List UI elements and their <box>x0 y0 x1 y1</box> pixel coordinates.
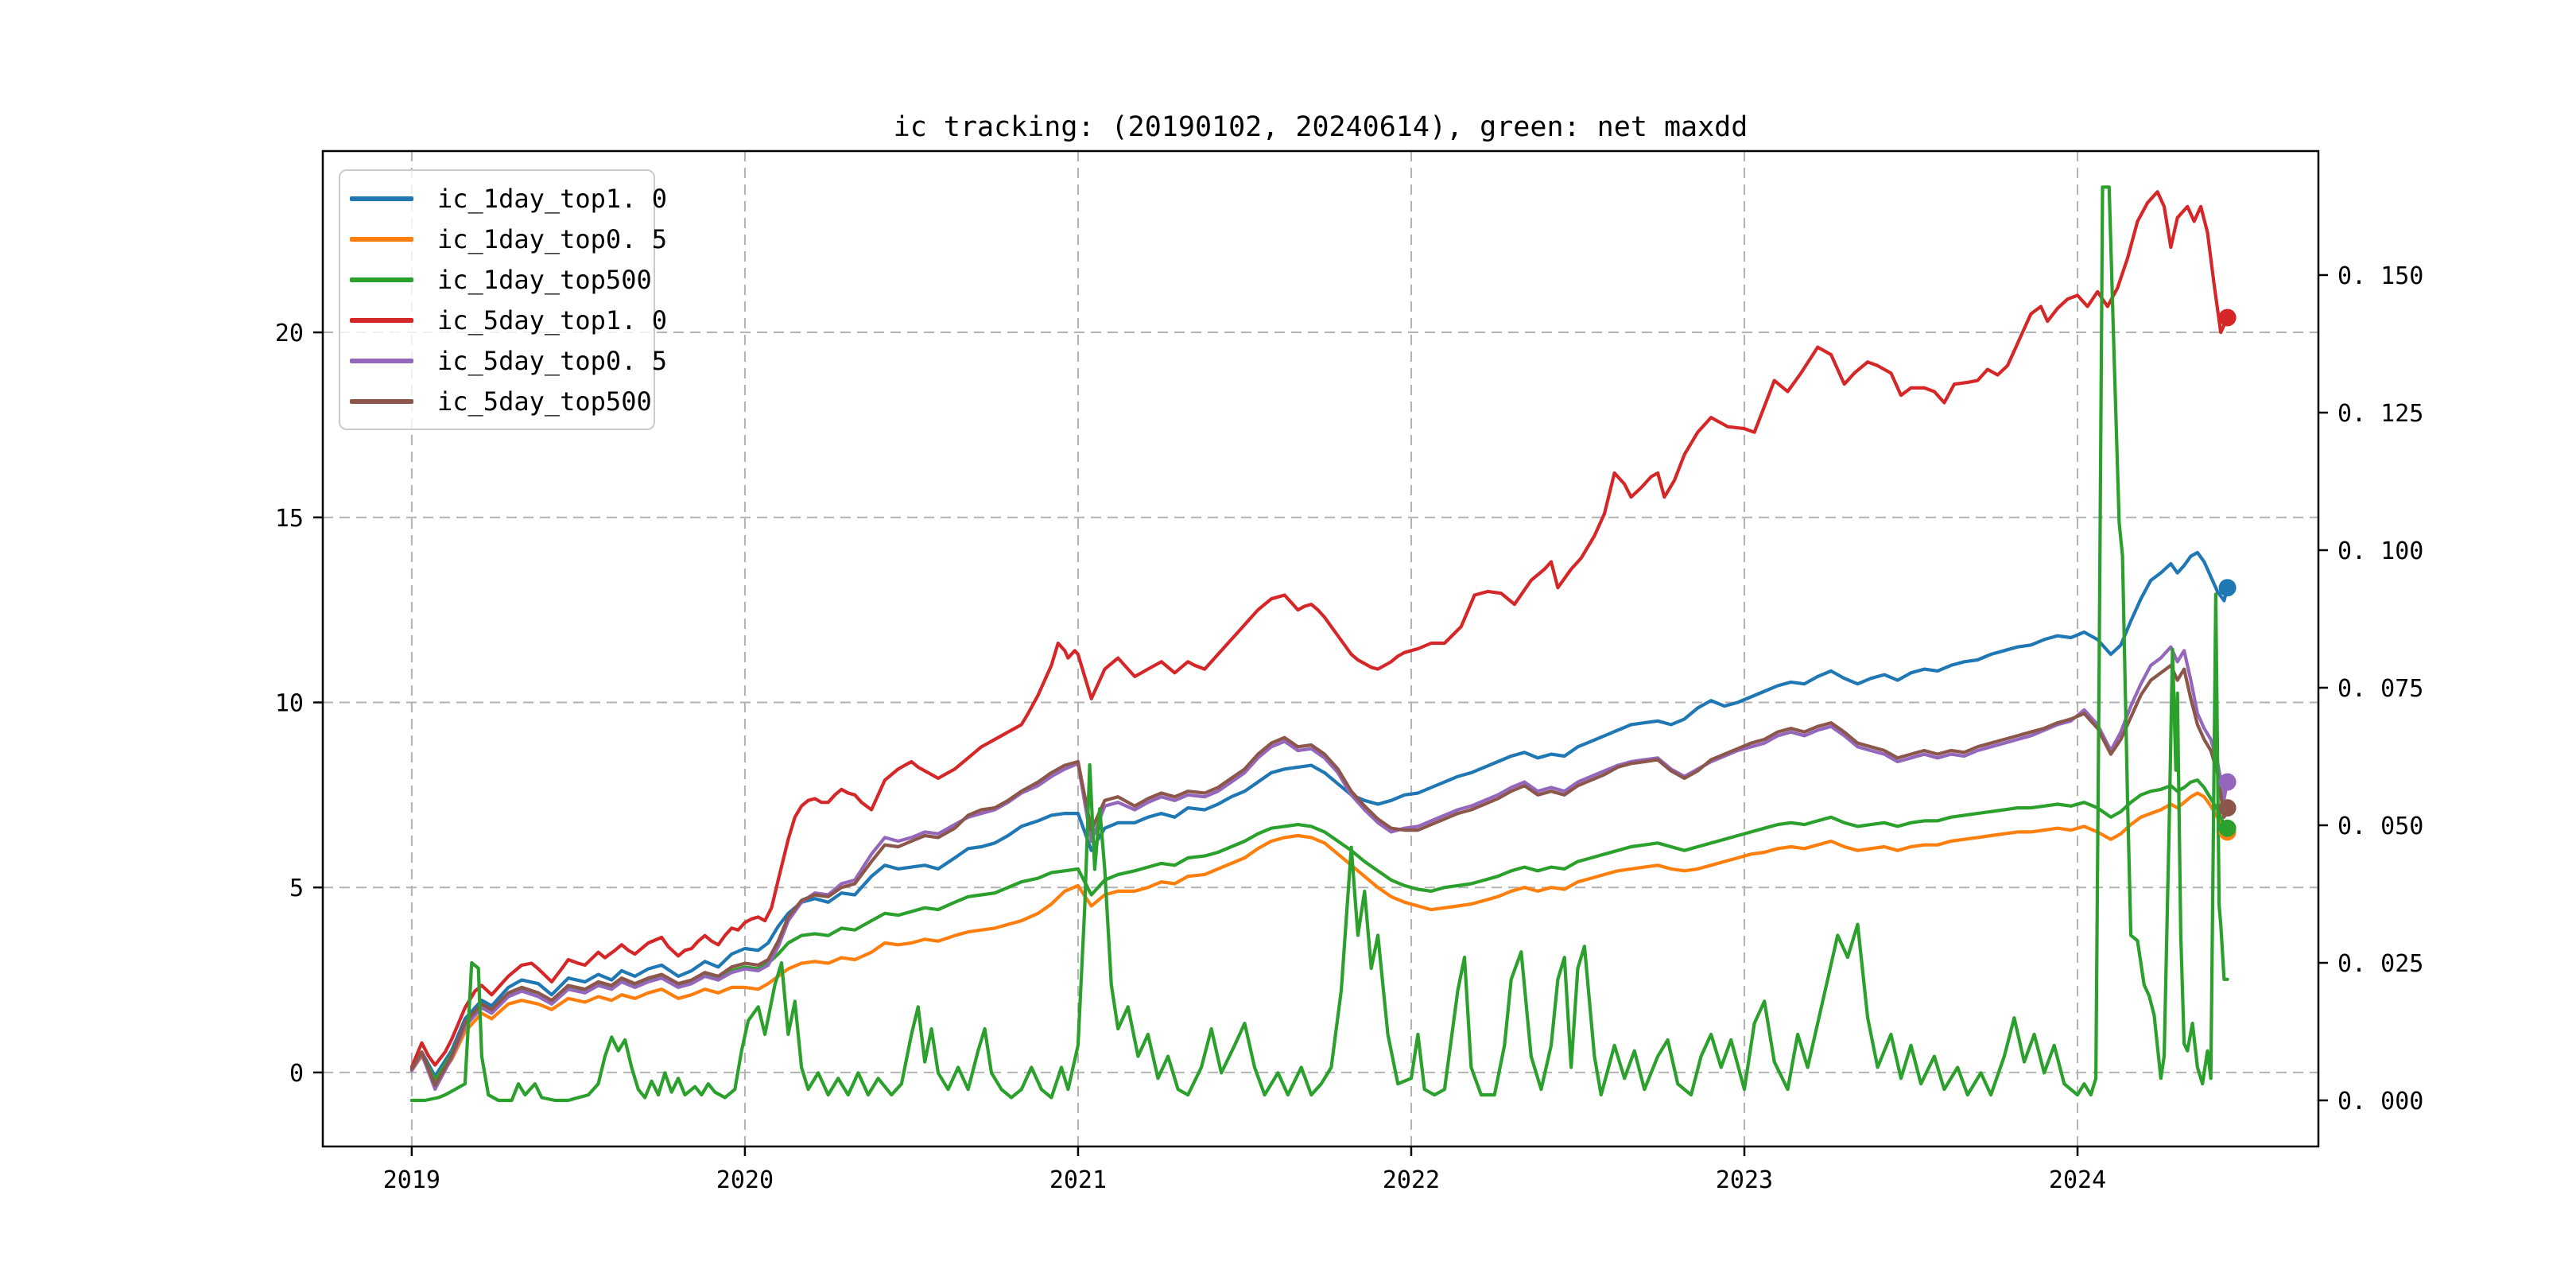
end-dot-ic_1day_top1.0 <box>2218 579 2237 597</box>
legend-swatch-icon <box>350 196 413 201</box>
legend-label: ic_1day_top0. 5 <box>437 223 667 254</box>
x-tick-label: 2019 <box>383 1166 440 1194</box>
legend-label: ic_5day_top500 <box>437 386 652 417</box>
legend-swatch-icon <box>350 358 413 363</box>
end-dot-ic_5day_top500 <box>2218 799 2237 817</box>
y-right-tick-label: 0. 050 <box>2337 813 2423 840</box>
legend-label: ic_1day_top1. 0 <box>437 183 667 214</box>
legend-item: ic_5day_top500 <box>340 381 654 421</box>
series-line-ic_1day_top500 <box>409 778 2229 1082</box>
series-line-ic_1day_top1.0 <box>409 550 2229 1078</box>
legend-item: ic_1day_top0. 5 <box>340 219 667 259</box>
y-right-tick-label: 0. 125 <box>2337 400 2423 428</box>
y-left-tick-label: 15 <box>275 505 304 533</box>
legend-label: ic_1day_top500 <box>437 264 652 295</box>
end-dot-ic_5day_top1.0 <box>2218 308 2237 327</box>
x-tick-label: 2022 <box>1383 1166 1440 1194</box>
legend-swatch-icon <box>350 398 413 404</box>
legend-item: ic_5day_top0. 5 <box>340 340 667 381</box>
legend-item: ic_1day_top500 <box>340 259 654 300</box>
legend-swatch-icon <box>350 317 413 323</box>
series-line-ic_1day_top0.5 <box>409 791 2229 1086</box>
y-left-tick-label: 0 <box>289 1060 304 1088</box>
legend-swatch-icon <box>350 277 413 282</box>
plot-frame <box>321 149 2320 1148</box>
x-tick-label: 2021 <box>1049 1166 1107 1194</box>
x-tick-label: 2023 <box>1716 1166 1773 1194</box>
end-dot-ic_1day_top500 <box>2218 819 2237 837</box>
y-left-tick-label: 20 <box>275 320 304 347</box>
y-right-tick-label: 0. 025 <box>2337 950 2423 978</box>
x-tick-label: 2020 <box>716 1166 774 1194</box>
y-right-tick-label: 0. 100 <box>2337 537 2423 565</box>
legend: ic_1day_top1. 0 ic_1day_top0. 5 ic_1day_to… <box>339 169 667 430</box>
series-line-ic_5day_top0.5 <box>409 645 2229 1092</box>
y-right-tick-label: 0. 150 <box>2337 262 2423 290</box>
series-line-ic_5day_top1.0 <box>409 190 2229 1069</box>
y-right-tick-label: 0. 000 <box>2337 1088 2423 1115</box>
legend-item: ic_5day_top1. 0 <box>340 300 667 340</box>
end-dot-ic_5day_top0.5 <box>2218 773 2237 791</box>
x-tick-label: 2024 <box>2049 1166 2106 1194</box>
series-line-net_maxdd <box>409 185 2229 1103</box>
chart-title: ic tracking: (20190102, 20240614), green… <box>893 111 1748 143</box>
legend-swatch-icon <box>350 236 413 242</box>
legend-label: ic_5day_top1. 0 <box>437 305 667 336</box>
series-line-ic_5day_top500 <box>409 663 2229 1088</box>
y-right-tick-label: 0. 075 <box>2337 675 2423 703</box>
y-left-tick-label: 5 <box>289 875 304 902</box>
y-left-tick-label: 10 <box>275 689 304 717</box>
legend-label: ic_5day_top0. 5 <box>437 345 667 376</box>
legend-item: ic_1day_top1. 0 <box>340 178 667 219</box>
